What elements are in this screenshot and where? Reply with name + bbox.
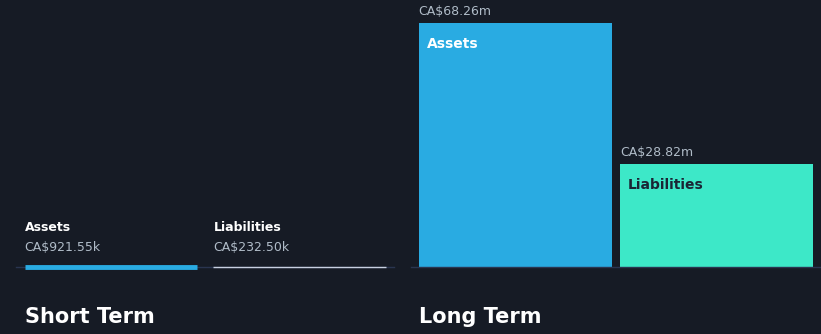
Text: CA$68.26m: CA$68.26m [419, 5, 492, 18]
Text: CA$28.82m: CA$28.82m [620, 146, 693, 159]
Bar [620, 164, 813, 267]
Text: Liabilities: Liabilities [628, 178, 704, 192]
Text: Short Term: Short Term [25, 307, 154, 327]
Text: Long Term: Long Term [419, 307, 541, 327]
Text: CA$921.55k: CA$921.55k [25, 241, 101, 254]
Text: Assets: Assets [427, 37, 479, 51]
Text: Assets: Assets [25, 221, 71, 234]
Text: Liabilities: Liabilities [213, 221, 282, 234]
Text: CA$232.50k: CA$232.50k [213, 241, 290, 254]
Bar [419, 23, 612, 267]
